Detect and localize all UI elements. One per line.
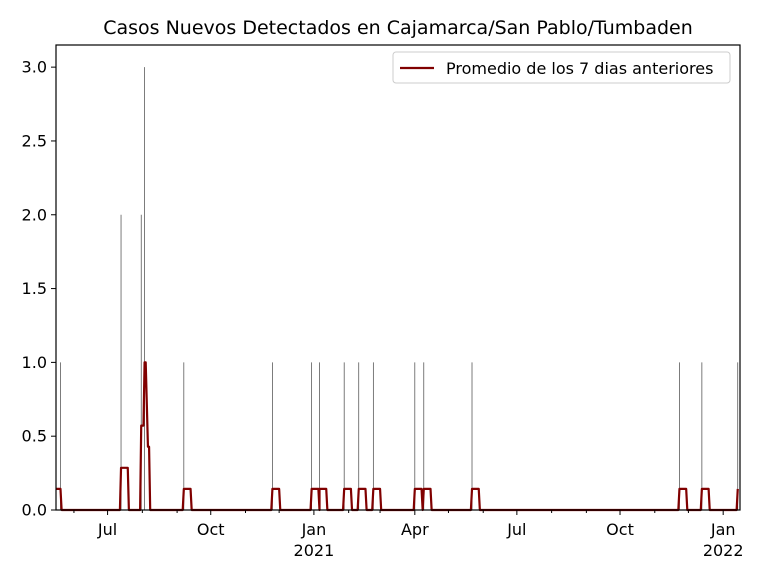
chart-title: Casos Nuevos Detectados en Cajamarca/San… [103, 17, 693, 39]
legend-label: Promedio de los 7 dias anteriores [446, 59, 713, 78]
y-tick-label: 2.5 [22, 131, 47, 150]
y-tick-label: 3.0 [22, 58, 47, 77]
x-tick-label: Jul [97, 520, 117, 539]
x-tick-year-label: 2022 [703, 541, 744, 560]
x-tick-label: Jul [506, 520, 526, 539]
rolling-average-layer [56, 361, 739, 512]
plot-frame [55, 44, 741, 511]
x-tick-label: Oct [197, 520, 225, 539]
x-tick-label: Oct [606, 520, 634, 539]
y-tick-label: 1.0 [22, 353, 47, 372]
y-tick-label: 2.0 [22, 205, 47, 224]
x-tick-label: Jan [710, 520, 736, 539]
x-tick-label: Apr [401, 520, 429, 539]
y-tick-label: 1.5 [22, 279, 47, 298]
x-tick-year-label: 2021 [294, 541, 335, 560]
y-tick-label: 0.5 [22, 427, 47, 446]
y-tick-label: 0.0 [22, 501, 47, 520]
x-tick-label: Jan [301, 520, 327, 539]
rolling-average-line [56, 361, 739, 512]
legend: Promedio de los 7 dias anteriores [392, 51, 731, 84]
y-axis: 0.0 0.5 1.0 1.5 2.0 2.5 3.0 [22, 58, 56, 520]
daily-spikes-layer [60, 67, 739, 510]
legend-box [392, 51, 731, 84]
x-axis: Jul Oct Jan 2021 Apr Jul Oct Jan 2022 [73, 510, 744, 560]
